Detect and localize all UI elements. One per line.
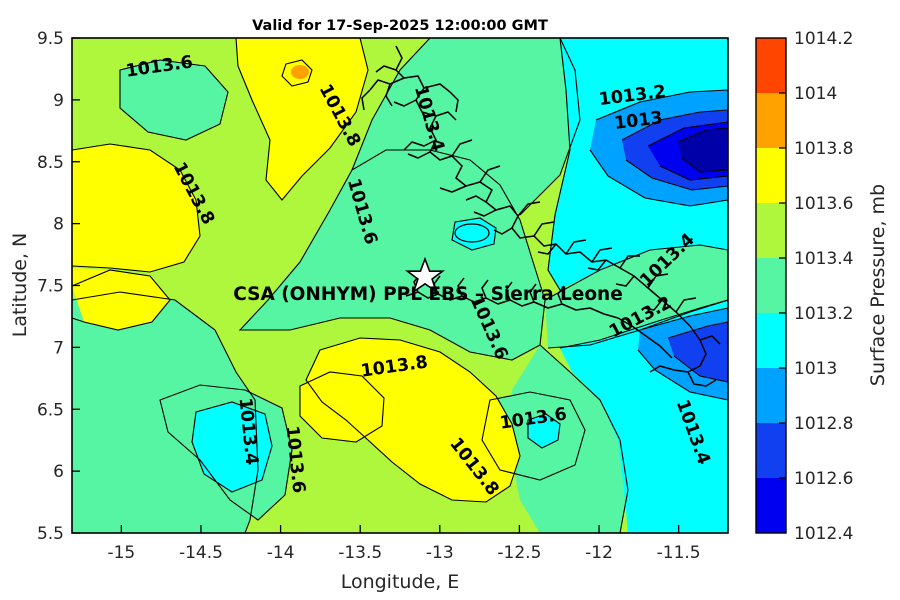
y-tick-label: 5.5: [37, 524, 64, 544]
colorbar-label: Surface Pressure, mb: [867, 184, 889, 386]
colorbar-tick-label: 1012.6: [794, 469, 853, 489]
y-tick-label: 8: [53, 215, 64, 235]
x-tick-label: -15: [107, 543, 135, 563]
x-tick-label: -11.5: [657, 543, 701, 563]
contour-lines: [72, 38, 728, 533]
colorbar-tick-label: 1013.4: [794, 249, 853, 269]
y-tick-label: 6: [53, 462, 64, 482]
y-tick-label: 8.5: [37, 153, 64, 173]
contour-field: [72, 38, 728, 533]
colorbar[interactable]: 1014.2 1014 1013.8 1013.6 1013.4 1013.2 1013 10…: [756, 29, 853, 544]
colorbar-band: [756, 203, 786, 259]
x-tick-label: -13.5: [338, 543, 382, 563]
y-tick-label: 7: [53, 338, 64, 358]
colorbar-tick-label: 1012.4: [794, 524, 853, 544]
colorbar-border: [755, 37, 787, 534]
coastline-rivers: [361, 45, 721, 387]
site-marker-group: CSA (ONHYM) PPL EBS – Sierra Leone: [233, 256, 623, 305]
colorbar-band: [756, 313, 786, 369]
colorbar-tick-label: 1013.6: [794, 194, 853, 214]
colorbar-band: [756, 258, 786, 314]
colorbar-band: [756, 148, 786, 204]
colorbar-band: [756, 478, 786, 534]
colorbar-tick-label: 1014: [794, 84, 837, 104]
colorbar-tick-label: 1012.8: [794, 414, 853, 434]
colorbar-tick-label: 1013.2: [794, 304, 853, 324]
y-axis-label: Latitude, N: [9, 233, 31, 338]
x-tick-label: -12.5: [497, 543, 541, 563]
colorbar-band: [756, 93, 786, 149]
colorbar-band: [756, 423, 786, 479]
y-tick-label: 6.5: [37, 400, 64, 420]
x-tick-label: -13: [426, 543, 454, 563]
x-tick-label: -14: [267, 543, 295, 563]
colorbar-tick-label: 1013: [794, 359, 837, 379]
contour-band-1012.4: [678, 128, 728, 172]
x-tick-label: -12: [585, 543, 613, 563]
x-axis: -15 -14.5 -14 -13.5 -13 -12.5 -12 -11.5: [107, 525, 701, 563]
y-tick-label: 9: [53, 91, 64, 111]
site-marker-label: CSA (ONHYM) PPL EBS – Sierra Leone: [233, 284, 623, 305]
y-tick-label: 9.5: [37, 29, 64, 49]
chart-title: Valid for 17-Sep-2025 12:00:00 GMT: [252, 18, 548, 34]
lake-feature: [454, 223, 490, 243]
star-marker-icon: [404, 256, 446, 294]
contour-band-1013.8: [72, 38, 520, 502]
x-tick-label: -14.5: [179, 543, 223, 563]
colorbar-band: [756, 368, 786, 424]
colorbar-band: [756, 38, 786, 94]
high-pressure-spot: [291, 65, 309, 79]
x-axis-label: Longitude, E: [341, 571, 460, 593]
y-axis: 9.5 9 8.5 8 7.5 7 6.5 6 5.5: [37, 29, 80, 544]
y-tick-label: 7.5: [37, 277, 64, 297]
colorbar-tick-label: 1014.2: [794, 29, 853, 49]
colorbar-tick-label: 1013.8: [794, 139, 853, 159]
